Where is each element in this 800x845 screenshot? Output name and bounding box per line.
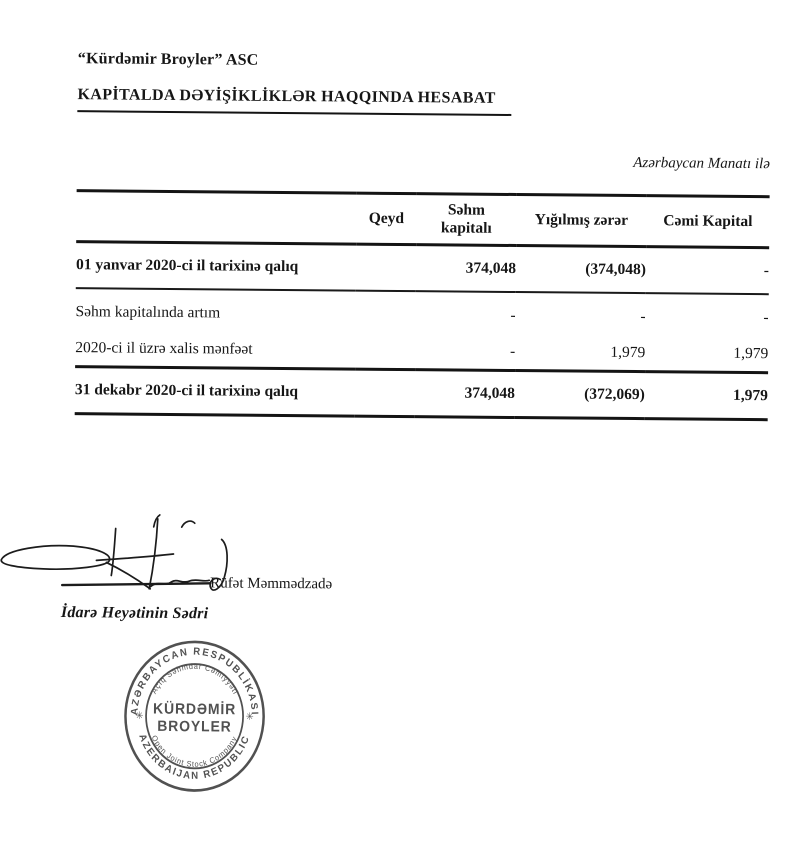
share-capital-cell: 374,048	[464, 384, 515, 403]
signatory-role: İdarə Heyətinin Sədri	[60, 604, 209, 623]
total-capital-cell: 1,979	[733, 344, 769, 362]
accumulated-loss-cell: (374,048)	[585, 260, 647, 279]
note-cell	[356, 244, 416, 291]
row-label: 2020-ci il üzrə xalis mənfəət	[75, 338, 253, 358]
col-header-total-capital: Cəmi Kapital	[663, 212, 753, 231]
table-row-opening-balance: 01 yanvar 2020-ci il tarixinə qalıq 374,…	[75, 241, 770, 295]
currency-note: Azərbaycan Manatı ilə	[633, 155, 770, 173]
total-capital-cell: -	[763, 308, 769, 326]
share-capital-cell: 374,048	[465, 259, 517, 278]
stamp-outer-circle	[124, 640, 265, 792]
stamp-company-name-line1: KÜRDƏMİR	[153, 700, 236, 718]
note-cell	[355, 333, 415, 370]
signature-block: Rüfət Məmmədzadə	[0, 500, 419, 604]
accumulated-loss-cell: 1,979	[610, 343, 646, 361]
report-title: KAPİTALDA DƏYİŞİKLİKLƏR HAQQINDA HESABAT	[77, 86, 512, 116]
stamp-inner-circle	[145, 663, 244, 770]
stamp-company-name-line2: BROYLER	[157, 718, 232, 735]
col-header-note: Qeyd	[368, 209, 405, 228]
row-label: 31 dekabr 2020-ci il tarixinə qalıq	[74, 381, 299, 401]
share-capital-cell: -	[510, 306, 516, 324]
row-label: Səhm kapitalında artım	[75, 302, 221, 322]
equity-changes-table: Qeyd Səhm kapitalı Yığılmış zərər Cəmi K…	[74, 189, 770, 422]
total-capital-cell: 1,979	[732, 387, 768, 405]
accumulated-loss-cell: -	[640, 307, 646, 325]
table-row-capital-increase: Səhm kapitalında artım - - -	[75, 288, 769, 336]
company-stamp: AZƏRBAYCAN RESPUBLİKASI Açıq Səhmdar Cəm…	[124, 640, 265, 792]
note-cell	[355, 291, 415, 334]
total-capital-cell: -	[763, 262, 770, 280]
col-header-accumulated-loss: Yığılmış zərər	[534, 211, 629, 230]
col-header-label	[76, 191, 356, 244]
accumulated-loss-cell: (372,069)	[584, 385, 645, 404]
signature-scribble-icon	[0, 514, 228, 591]
company-name: “Kürdəmir Broyler” ASC	[77, 50, 259, 69]
col-header-share-capital: Səhm kapitalı	[440, 201, 492, 237]
signatory-name: Rüfət Məmmədzadə	[210, 575, 333, 593]
star-icon: ✳	[246, 712, 254, 723]
star-icon: ✳	[135, 711, 143, 722]
note-cell	[355, 369, 415, 417]
table-row-closing-balance: 31 dekabr 2020-ci il tarixinə qalıq 374,…	[74, 366, 769, 420]
table-header-row: Qeyd Səhm kapitalı Yığılmış zərər Cəmi K…	[76, 190, 770, 248]
row-label: 01 yanvar 2020-ci il tarixinə qalıq	[75, 256, 299, 276]
table-row-net-profit: 2020-ci il üzrə xalis mənfəət - 1,979 1,…	[75, 330, 769, 373]
share-capital-cell: -	[510, 342, 516, 360]
